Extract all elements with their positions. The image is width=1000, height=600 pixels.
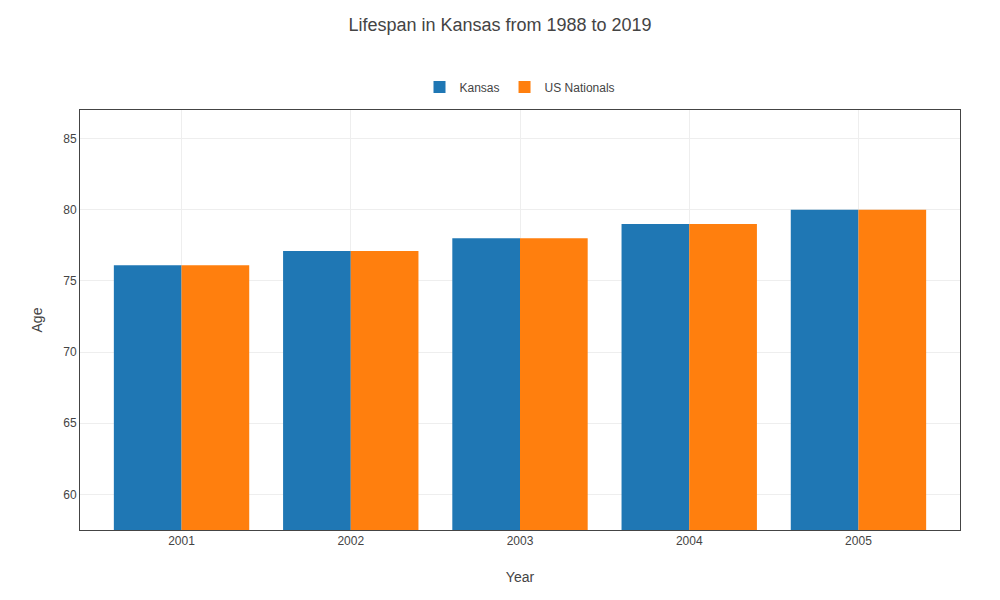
svg-text:60: 60 <box>63 488 77 502</box>
svg-text:65: 65 <box>63 416 77 430</box>
svg-text:Kansas: Kansas <box>460 81 500 95</box>
svg-text:85: 85 <box>63 132 77 146</box>
svg-text:2002: 2002 <box>337 534 364 548</box>
svg-text:75: 75 <box>63 274 77 288</box>
svg-text:80: 80 <box>63 203 77 217</box>
svg-text:2005: 2005 <box>845 534 872 548</box>
svg-text:Lifespan in Kansas from 1988 t: Lifespan in Kansas from 1988 to 2019 <box>348 15 651 35</box>
svg-text:70: 70 <box>63 345 77 359</box>
svg-text:2004: 2004 <box>676 534 703 548</box>
svg-text:US Nationals: US Nationals <box>545 81 615 95</box>
svg-text:Age: Age <box>29 307 45 332</box>
svg-text:Year: Year <box>506 569 535 585</box>
svg-text:2001: 2001 <box>168 534 195 548</box>
svg-text:2003: 2003 <box>507 534 534 548</box>
